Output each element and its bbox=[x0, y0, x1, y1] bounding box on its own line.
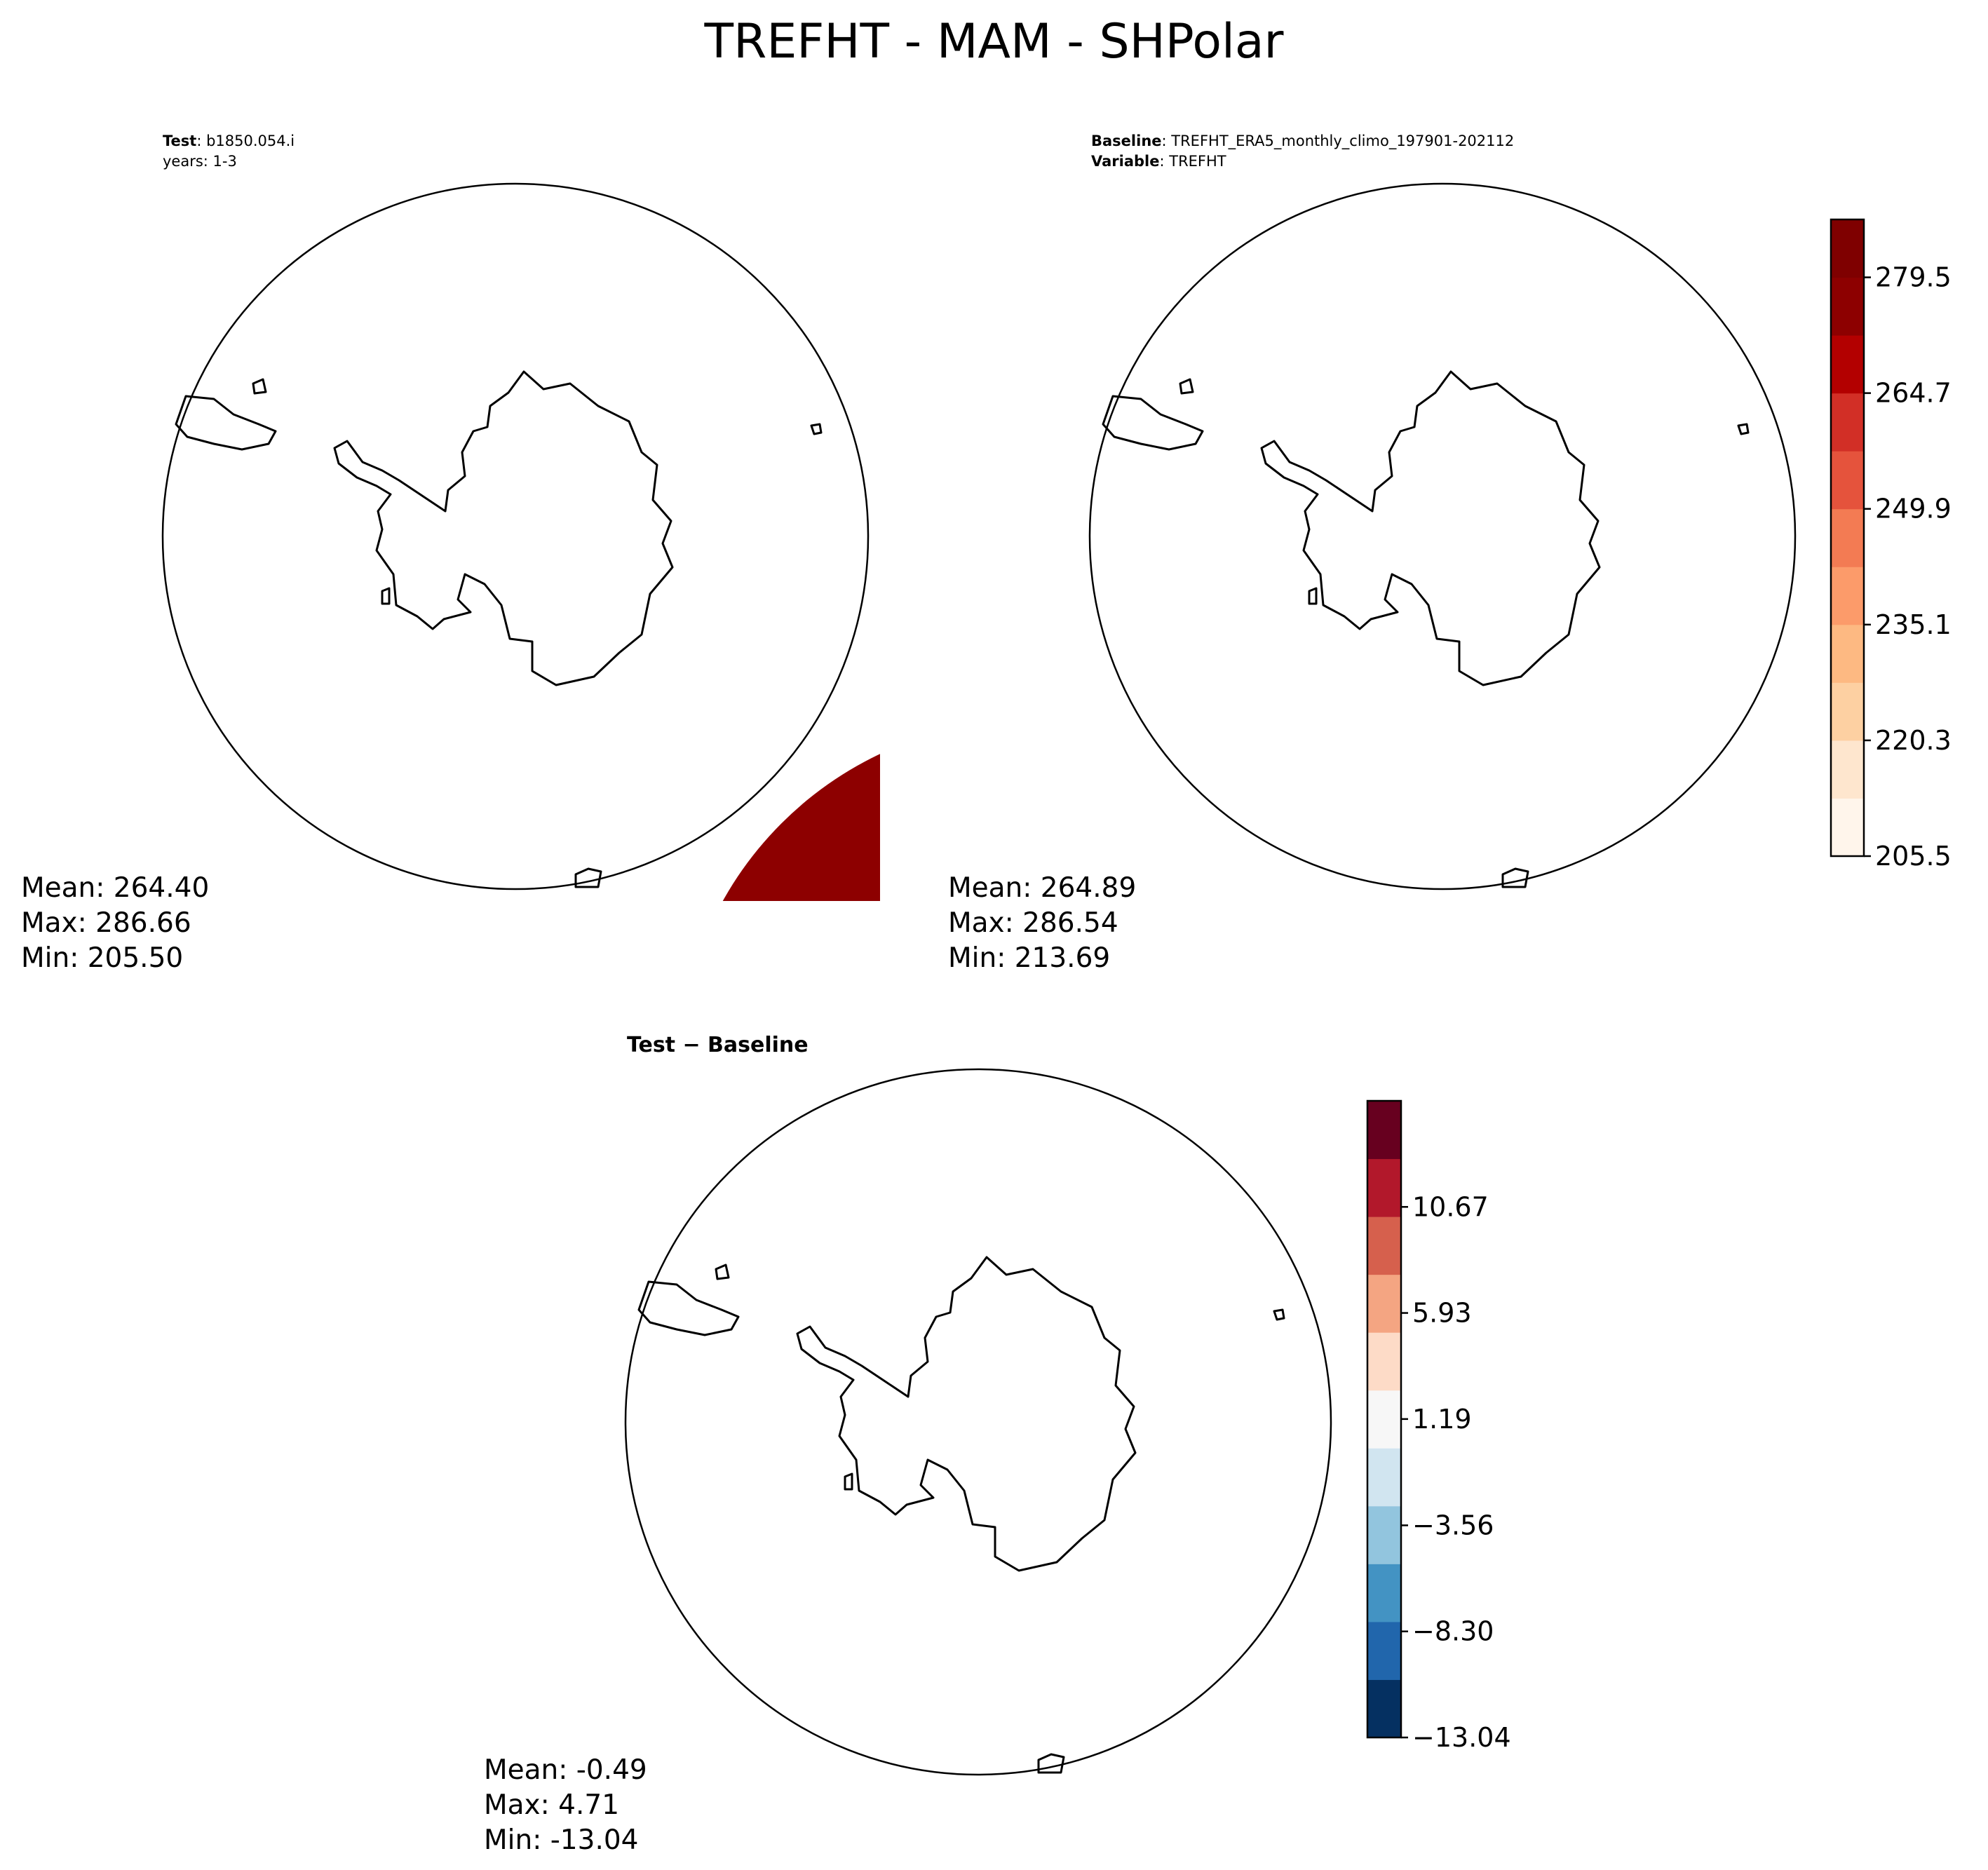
test-panel-header: Test: b1850.054.i years: 1-3 bbox=[163, 131, 295, 172]
test-min: Min: 205.50 bbox=[21, 942, 184, 974]
test-years: years: 1-3 bbox=[163, 153, 237, 170]
test-stats: Mean: 264.40 Max: 286.66 Min: 205.50 bbox=[21, 871, 209, 976]
baseline-colorbar-segment bbox=[1831, 335, 1864, 394]
test-max: Max: 286.66 bbox=[21, 907, 191, 939]
baseline-panel-header: Baseline: TREFHT_ERA5_monthly_climo_1979… bbox=[1091, 131, 1514, 172]
baseline-colorbar-tick-label: 264.7 bbox=[1875, 378, 1952, 409]
diff-colorbar-segment bbox=[1367, 1564, 1401, 1622]
test-mean: Mean: 264.40 bbox=[21, 872, 210, 904]
baseline-colorbar-segment bbox=[1831, 798, 1864, 857]
baseline-colorbar-tick-label: 235.1 bbox=[1875, 609, 1952, 640]
baseline-colorbar-tick-label: 205.5 bbox=[1875, 841, 1952, 872]
baseline-colorbar-segment bbox=[1831, 219, 1864, 278]
baseline-colorbar-segment bbox=[1831, 508, 1864, 567]
baseline-label-bold: Baseline bbox=[1091, 133, 1162, 149]
diff-min: Min: -13.04 bbox=[484, 1824, 639, 1856]
baseline-stats: Mean: 264.89 Max: 286.54 Min: 213.69 bbox=[948, 871, 1136, 976]
baseline-variable-text: : TREFHT bbox=[1159, 153, 1226, 170]
diff-panel-title: Test − Baseline bbox=[627, 1033, 809, 1057]
baseline-label-text: : TREFHT_ERA5_monthly_climo_197901-20211… bbox=[1161, 133, 1515, 149]
diff-colorbar-segment bbox=[1367, 1217, 1401, 1275]
diff-colorbar: −13.04 −8.30 −3.56 1.19 5.93 10.67 bbox=[1366, 1099, 1511, 1753]
diff-colorbar-tick-label: −8.30 bbox=[1412, 1616, 1494, 1647]
diff-colorbar-segment bbox=[1367, 1390, 1401, 1449]
diff-colorbar-tick-label: 5.93 bbox=[1412, 1298, 1472, 1329]
diff-colorbar-tick-label: 1.19 bbox=[1412, 1404, 1472, 1435]
baseline-colorbar-segment bbox=[1831, 567, 1864, 625]
baseline-colorbar-tick-label: 220.3 bbox=[1875, 725, 1952, 756]
baseline-mean: Mean: 264.89 bbox=[948, 872, 1137, 904]
figure-title: TREFHT - MAM - SHPolar bbox=[704, 14, 1284, 69]
diff-colorbar-segment bbox=[1367, 1505, 1401, 1564]
test-label-text: : b1850.054.i bbox=[196, 133, 295, 149]
baseline-colorbar-segment bbox=[1831, 740, 1864, 799]
baseline-colorbar-segment bbox=[1831, 624, 1864, 683]
baseline-colorbar-tick-label: 249.9 bbox=[1875, 494, 1952, 524]
diff-colorbar-segment bbox=[1367, 1332, 1401, 1391]
diff-colorbar-segment bbox=[1367, 1448, 1401, 1507]
diff-colorbar-tick-label: −13.04 bbox=[1412, 1722, 1511, 1753]
baseline-colorbar-segment bbox=[1831, 682, 1864, 741]
baseline-min: Min: 213.69 bbox=[948, 942, 1111, 974]
diff-colorbar-segment bbox=[1367, 1274, 1401, 1333]
test-map bbox=[161, 182, 880, 901]
diff-max: Max: 4.71 bbox=[484, 1789, 620, 1821]
diff-colorbar-segment bbox=[1367, 1158, 1401, 1217]
diff-colorbar-segment bbox=[1367, 1101, 1401, 1160]
diff-map bbox=[624, 1068, 1332, 1776]
baseline-colorbar-tick-label: 279.5 bbox=[1875, 262, 1952, 293]
diff-colorbar-segment bbox=[1367, 1679, 1401, 1738]
baseline-map bbox=[1088, 182, 1797, 890]
baseline-colorbar-segment bbox=[1831, 393, 1864, 452]
baseline-colorbar-segment bbox=[1831, 451, 1864, 510]
diff-stats: Mean: -0.49 Max: 4.71 Min: -13.04 bbox=[484, 1753, 647, 1858]
diff-mean: Mean: -0.49 bbox=[484, 1754, 647, 1786]
baseline-colorbar: 205.5 220.3 235.1 249.9 264.7 279.5 bbox=[1830, 218, 1952, 872]
baseline-colorbar-frame bbox=[1830, 218, 1865, 858]
baseline-max: Max: 286.54 bbox=[948, 907, 1118, 939]
diff-colorbar-segment bbox=[1367, 1621, 1401, 1680]
test-label-bold: Test bbox=[163, 133, 197, 149]
diff-colorbar-tick-label: 10.67 bbox=[1412, 1191, 1489, 1222]
baseline-colorbar-segment bbox=[1831, 277, 1864, 336]
baseline-variable-bold: Variable bbox=[1091, 153, 1160, 170]
diff-colorbar-tick-label: −3.56 bbox=[1412, 1510, 1494, 1540]
